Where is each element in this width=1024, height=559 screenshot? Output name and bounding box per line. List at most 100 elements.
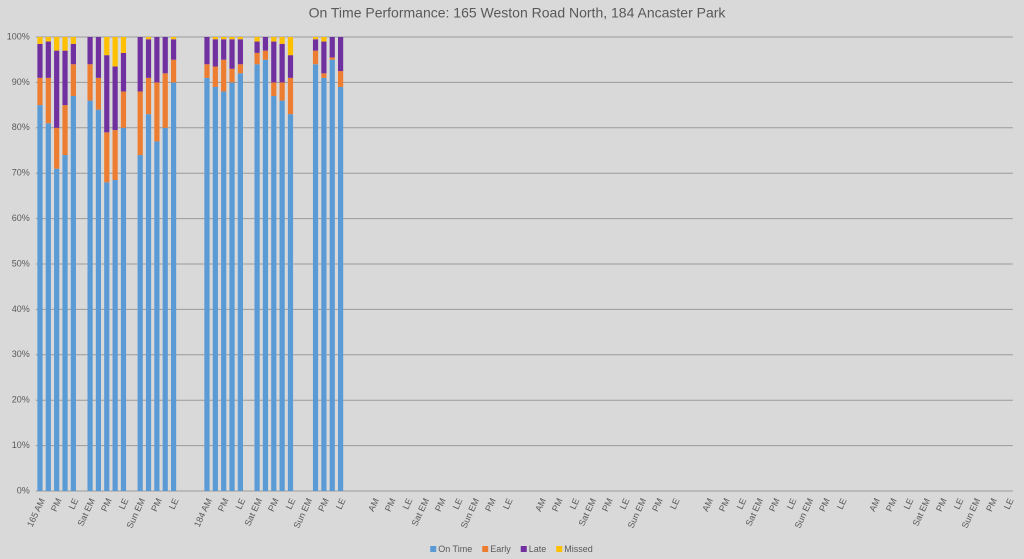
bar-segment [87, 100, 93, 491]
bar-segment [154, 141, 160, 492]
bar-segment [170, 37, 177, 40]
bar-segment [337, 86, 344, 491]
y-tick-label: 0% [17, 485, 30, 495]
bar-segment [45, 77, 51, 124]
x-tick-label: LE [952, 497, 966, 511]
x-tick-label: LE [568, 497, 582, 511]
bar-segment [221, 37, 227, 40]
bar-segment [54, 168, 60, 491]
x-tick-label: LE [618, 497, 632, 511]
bar-segment [237, 39, 243, 65]
bar-segment [262, 37, 269, 51]
x-tick-label: LE [451, 497, 465, 511]
bar-segment [37, 37, 43, 44]
bar-segment [254, 41, 260, 53]
bar-segment [237, 64, 243, 74]
chart-title: On Time Performance: 165 Weston Road Nor… [309, 5, 727, 21]
y-tick-label: 90% [12, 77, 30, 87]
bar-segment [237, 73, 243, 491]
x-tick-label: LE [902, 497, 916, 511]
bar-segment [145, 37, 152, 40]
bar-segment [120, 127, 127, 492]
bar-segment [45, 41, 51, 78]
y-tick-label: 80% [12, 122, 30, 132]
bar-segment [45, 37, 51, 42]
bar-segment [137, 155, 143, 492]
bar-segment [271, 37, 277, 42]
bar-segment [37, 43, 43, 78]
bar-segment [279, 43, 285, 83]
x-tick-label: LE [1002, 497, 1016, 511]
y-tick-label: 10% [12, 440, 30, 450]
x-tick-label: LE [835, 497, 849, 511]
bar-segment [221, 59, 227, 92]
bar-segment [287, 37, 294, 56]
bar-segment [112, 180, 118, 491]
bar-segment [312, 37, 319, 40]
bar-segment [329, 59, 335, 491]
bar-segment [287, 114, 294, 492]
bar-segment [212, 66, 218, 87]
bar-segment [262, 59, 269, 491]
bar-segment [154, 82, 160, 142]
bar-segment [62, 50, 68, 106]
bar-segment [62, 37, 68, 51]
bar-segment [271, 82, 277, 97]
bar-segment [112, 66, 118, 131]
bar-segment [104, 55, 110, 133]
bar-segment [45, 123, 51, 491]
legend-swatch [556, 546, 563, 552]
y-tick-label: 20% [12, 395, 30, 405]
bar-segment [271, 96, 277, 492]
bar-segment [229, 39, 235, 69]
legend-label: Early [490, 544, 511, 554]
bar-segment [62, 105, 68, 156]
bar-segment [54, 37, 60, 51]
bar-segment [212, 39, 218, 67]
x-tick-label: LE [284, 497, 298, 511]
bar-segment [162, 127, 168, 492]
y-tick-label: 60% [12, 213, 30, 223]
bar-segment [329, 57, 335, 60]
bar-segment [145, 114, 152, 492]
bar-segment [279, 82, 285, 101]
legend-label: Missed [564, 544, 593, 554]
bar-segment [337, 37, 344, 72]
bar-segment [212, 86, 218, 491]
bar-segment [221, 39, 227, 60]
bar-segment [287, 55, 294, 78]
bar-segment [95, 37, 102, 78]
bar-segment [321, 77, 327, 492]
bar-segment [162, 73, 168, 128]
bar-segment [70, 64, 76, 97]
x-tick-label: LE [401, 497, 415, 511]
x-tick-label: LE [234, 497, 248, 511]
bar-segment [312, 64, 319, 492]
bar-segment [37, 77, 43, 106]
bar-segment [321, 41, 327, 74]
bar-segment [254, 64, 260, 492]
bar-segment [204, 77, 210, 492]
bar-segment [145, 77, 152, 115]
bar-segment [212, 37, 218, 40]
y-tick-label: 100% [7, 31, 30, 41]
bar-segment [95, 109, 102, 491]
bar-segment [170, 82, 177, 492]
y-tick-label: 70% [12, 168, 30, 178]
x-tick-label: LE [117, 497, 131, 511]
bar-segment [312, 50, 319, 65]
x-tick-label: LE [785, 497, 799, 511]
legend-label: On Time [438, 544, 472, 554]
bar-segment [279, 37, 285, 44]
bar-segment [271, 41, 277, 83]
bar-segment [120, 52, 127, 92]
bar-segment [287, 77, 294, 115]
bar-segment [262, 50, 269, 60]
legend-swatch [520, 546, 527, 552]
bar-segment [254, 37, 260, 42]
bar-segment [95, 77, 102, 110]
bar-segment [104, 37, 110, 56]
bar-segment [37, 105, 43, 491]
